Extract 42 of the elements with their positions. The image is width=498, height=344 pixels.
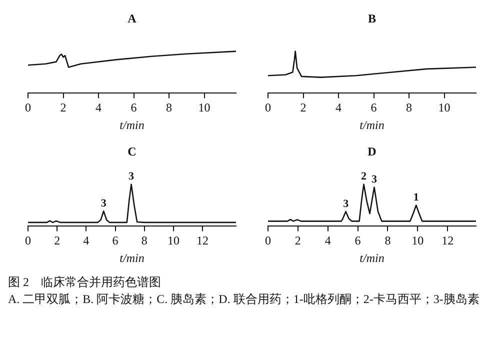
x-tick-label: 4 bbox=[324, 234, 331, 248]
x-tick-label: 2 bbox=[294, 234, 301, 248]
x-tick-label: 4 bbox=[336, 100, 342, 115]
x-tick-label: 6 bbox=[354, 234, 361, 248]
x-tick-label: 2 bbox=[300, 100, 306, 115]
x-tick-label: 6 bbox=[130, 100, 137, 115]
x-axis-title: t/min bbox=[360, 250, 384, 265]
x-tick-label: 0 bbox=[265, 234, 271, 248]
annotation: 3 bbox=[128, 170, 135, 183]
x-tick-label: 8 bbox=[406, 100, 412, 115]
x-tick-label: 8 bbox=[166, 100, 172, 115]
x-tick-label: 12 bbox=[442, 234, 454, 248]
x-tick-label: 0 bbox=[25, 234, 31, 248]
x-tick-label: 2 bbox=[60, 100, 66, 115]
x-tick-label: 12 bbox=[196, 234, 209, 248]
chart-title: C bbox=[128, 144, 136, 158]
chart-title: A bbox=[128, 11, 137, 26]
annotation: 3 bbox=[100, 197, 107, 210]
x-axis-title: t/min bbox=[120, 118, 144, 132]
annotation: 3 bbox=[343, 198, 350, 210]
x-tick-label: 0 bbox=[265, 100, 271, 115]
x-tick-label: 10 bbox=[198, 100, 210, 115]
x-tick-label: 10 bbox=[412, 234, 424, 248]
x-axis-title: t/min bbox=[360, 118, 384, 132]
x-tick-label: 4 bbox=[96, 100, 102, 115]
x-tick-label: 10 bbox=[167, 234, 180, 248]
x-tick-label: 10 bbox=[438, 100, 450, 115]
x-tick-label: 2 bbox=[54, 234, 60, 248]
x-tick-label: 4 bbox=[83, 234, 90, 248]
caption: 图 2 临床常合并用药色谱图 bbox=[8, 274, 162, 291]
x-tick-label: 6 bbox=[112, 234, 118, 248]
x-tick-label: 6 bbox=[370, 100, 377, 115]
annotation: 1 bbox=[413, 192, 419, 204]
text: A. 二甲双胍；B. 阿卡波糖；C. 胰岛素；D. 联合用药；1-吡格列酮；2-卡马西平；3-胰岛素 bbox=[8, 291, 480, 308]
x-tick-label: 0 bbox=[25, 100, 31, 115]
chart-title: D bbox=[368, 144, 377, 158]
annotation: 2 bbox=[361, 170, 368, 183]
chart-title: B bbox=[368, 11, 376, 26]
annotation: 3 bbox=[371, 174, 378, 186]
x-axis-title: t/min bbox=[120, 250, 144, 265]
x-tick-label: 8 bbox=[141, 234, 148, 248]
x-tick-label: 8 bbox=[384, 234, 391, 248]
